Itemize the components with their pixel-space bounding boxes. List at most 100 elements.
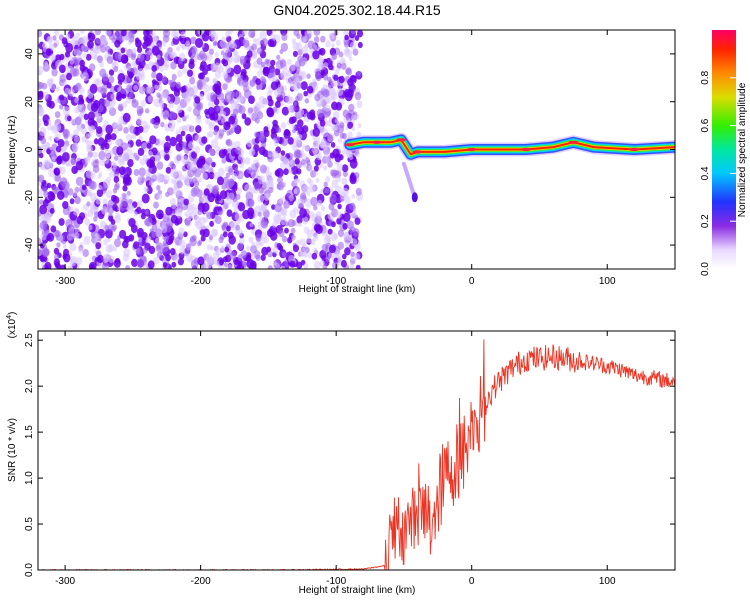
noise-dot — [323, 235, 331, 245]
noise-dot — [212, 251, 220, 260]
noise-dot — [226, 264, 233, 269]
noise-dot — [210, 228, 218, 238]
noise-dot — [187, 106, 193, 112]
noise-dot — [328, 87, 337, 98]
noise-dot — [113, 258, 121, 268]
noise-dot — [104, 142, 110, 150]
noise-dot — [212, 78, 217, 84]
noise-dot — [39, 220, 48, 230]
noise-dot — [108, 69, 115, 76]
noise-dot — [153, 256, 160, 265]
noise-dot — [137, 175, 143, 182]
noise-dot — [350, 30, 357, 35]
noise-dot — [277, 153, 283, 159]
noise-dot — [220, 245, 225, 251]
noise-dot — [356, 70, 362, 77]
noise-dot — [153, 122, 159, 129]
noise-dot — [322, 88, 330, 98]
noise-dot — [292, 244, 300, 253]
snr-series-line — [38, 339, 675, 570]
noise-dot — [185, 243, 191, 250]
noise-dot — [106, 190, 113, 199]
noise-dot — [222, 83, 228, 91]
noise-dot — [354, 217, 361, 225]
noise-dot — [297, 198, 305, 208]
noise-dot — [296, 82, 302, 89]
noise-dot — [169, 52, 174, 58]
noise-dot — [68, 158, 76, 168]
noise-dot — [103, 156, 110, 165]
noise-dot — [224, 31, 231, 38]
noise-dot — [179, 247, 185, 255]
noise-dot — [260, 218, 269, 229]
noise-dot — [241, 113, 247, 120]
noise-dot — [322, 165, 328, 171]
noise-dot — [53, 247, 60, 255]
noise-dot — [207, 107, 216, 117]
noise-dot — [147, 260, 155, 269]
noise-dot — [263, 193, 270, 201]
branch-track-end — [411, 192, 418, 203]
noise-dot — [62, 106, 71, 116]
noise-dot — [301, 216, 309, 225]
noise-dot — [137, 147, 145, 156]
noise-dot — [257, 211, 262, 217]
noise-dot — [348, 103, 355, 112]
noise-dot — [211, 33, 219, 42]
noise-dot — [47, 232, 55, 242]
noise-dot — [89, 180, 97, 190]
noise-dot — [306, 33, 312, 39]
noise-dot — [270, 59, 276, 67]
noise-dot — [309, 109, 316, 117]
noise-dot — [226, 209, 233, 217]
noise-dot — [54, 173, 62, 182]
noise-dot — [342, 253, 347, 260]
noise-dot — [174, 209, 183, 219]
noise-dot — [337, 124, 345, 134]
noise-dot — [105, 244, 113, 253]
noise-dot — [338, 75, 345, 84]
noise-dot — [303, 263, 309, 269]
noise-dot — [114, 39, 121, 48]
noise-dot — [99, 61, 105, 68]
noise-dot — [341, 132, 347, 140]
noise-dot — [256, 47, 263, 55]
noise-dot — [82, 52, 87, 59]
noise-dot — [323, 181, 328, 188]
noise-dot — [38, 247, 43, 257]
noise-dot — [213, 184, 220, 193]
signal-hotspot — [371, 140, 382, 144]
noise-dot — [153, 201, 159, 209]
noise-dot — [312, 134, 320, 144]
snr-x-tick-label: 100 — [599, 576, 616, 587]
noise-dot — [255, 101, 261, 108]
noise-dot — [313, 148, 321, 158]
noise-dot — [165, 135, 171, 142]
noise-dot — [84, 218, 91, 226]
noise-dot — [38, 81, 42, 90]
noise-dot — [356, 100, 363, 108]
noise-dot — [42, 91, 49, 100]
noise-dot — [122, 174, 131, 184]
noise-dot — [275, 135, 281, 142]
noise-dot — [187, 69, 193, 77]
noise-dot — [95, 112, 102, 120]
spectrogram-x-label: Height of straight line (km) — [299, 284, 416, 295]
noise-dot — [97, 184, 103, 191]
noise-dot — [159, 248, 165, 255]
noise-dot — [201, 172, 208, 181]
noise-dot — [208, 171, 215, 180]
noise-dot — [67, 188, 74, 196]
noise-dot — [126, 148, 133, 156]
noise-dot — [43, 120, 49, 127]
noise-dot — [313, 36, 320, 43]
noise-dot — [190, 187, 198, 197]
noise-dot — [107, 104, 114, 111]
noise-dot — [178, 227, 185, 236]
spectrogram-y-tick-label: -20 — [24, 190, 35, 205]
noise-dot — [136, 258, 145, 268]
spectrogram-y-tick-label: -40 — [24, 237, 35, 252]
noise-dot — [258, 146, 266, 156]
noise-dot — [59, 64, 66, 74]
noise-dot — [108, 75, 115, 84]
